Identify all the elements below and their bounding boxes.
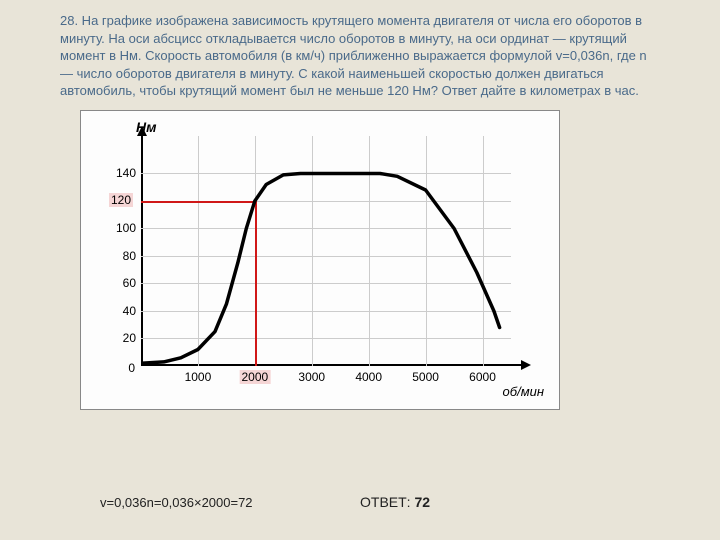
torque-chart: Нм об/мин 204060801001401000300040005000… xyxy=(80,110,560,410)
torque-curve xyxy=(141,126,541,386)
y-tick-label: 140 xyxy=(111,166,136,180)
problem-text: 28. На графике изображена зависимость кр… xyxy=(60,12,660,100)
solution-formula: v=0,036n=0,036×2000=72 xyxy=(100,495,253,510)
y-tick-label: 100 xyxy=(111,221,136,235)
x-axis-label: об/мин xyxy=(503,384,544,399)
y-tick-label: 40 xyxy=(111,304,136,318)
answer-value: 72 xyxy=(414,494,430,510)
answer: ОТВЕТ: 72 xyxy=(360,494,430,510)
highlight-y-label: 120 xyxy=(109,193,133,207)
y-tick-label: 20 xyxy=(111,331,136,345)
origin-label: 0 xyxy=(123,361,135,375)
y-tick-label: 60 xyxy=(111,276,136,290)
answer-label: ОТВЕТ: xyxy=(360,494,411,510)
y-tick-label: 80 xyxy=(111,249,136,263)
